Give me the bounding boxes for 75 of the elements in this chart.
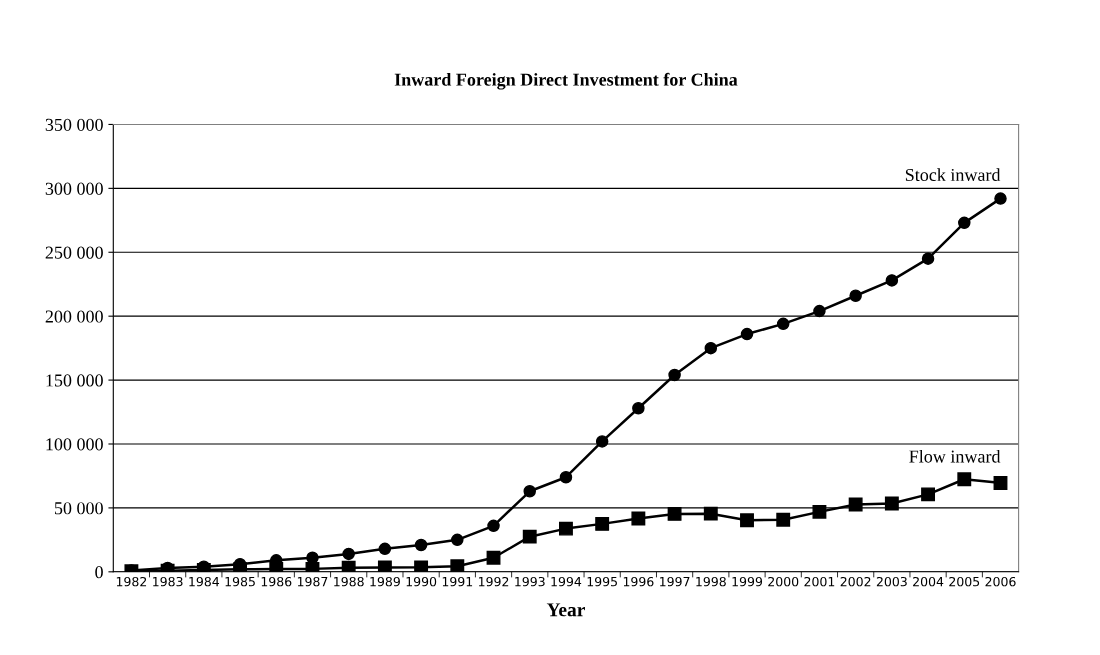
point	[776, 512, 791, 527]
point	[740, 327, 754, 341]
point	[849, 289, 862, 302]
x-tick-label: 1996	[623, 576, 654, 587]
x-tick-label: 2003	[876, 576, 907, 587]
point	[921, 487, 936, 502]
x-tick-label: 1986	[261, 576, 292, 587]
point	[451, 533, 464, 547]
x-axis-title: Year	[546, 603, 585, 617]
point	[885, 274, 899, 287]
point	[523, 485, 536, 498]
x-tick-label: 1998	[696, 576, 726, 587]
point	[414, 538, 428, 552]
x-tick-label: 1999	[732, 576, 763, 587]
point	[378, 542, 392, 556]
y-tick-label: 0	[95, 566, 103, 579]
point	[450, 559, 465, 572]
y-tick-label: 250 000	[45, 246, 103, 259]
x-tick-label: 2002	[840, 576, 871, 587]
y-tick-label: 150 000	[46, 374, 103, 387]
x-tick-label: 2000	[768, 576, 799, 587]
point	[559, 470, 573, 484]
y-tick-label: 100 000	[46, 438, 103, 451]
point	[487, 519, 500, 533]
point	[342, 547, 355, 561]
point	[812, 504, 827, 519]
x-tick-label: 1992	[478, 576, 509, 587]
point	[341, 560, 356, 572]
x-tick-label: 1990	[406, 576, 437, 587]
point	[703, 506, 718, 521]
y-tick-label: 50 000	[54, 502, 103, 515]
point	[884, 496, 899, 511]
x-tick-label: 1989	[370, 576, 400, 587]
point	[631, 511, 646, 526]
x-tick-label: 2004	[913, 576, 944, 587]
x-tick-label: 2005	[949, 576, 980, 587]
point	[595, 516, 610, 531]
point	[377, 560, 392, 572]
x-tick-label: 1988	[334, 576, 364, 587]
point	[486, 550, 501, 565]
x-tick-label: 1985	[225, 576, 255, 587]
point	[559, 521, 573, 536]
point	[595, 435, 609, 448]
x-tick-label: 1993	[515, 576, 545, 587]
chart-title: Inward Foreign Direct Investment for China	[394, 72, 738, 90]
point	[994, 192, 1007, 205]
point	[668, 368, 681, 382]
x-tick-label: 1995	[587, 576, 617, 587]
x-tick-label: 2006	[985, 576, 1016, 587]
series-label: Flow inward	[909, 449, 1001, 463]
point	[740, 513, 754, 528]
point	[776, 317, 790, 331]
point	[632, 401, 645, 415]
x-tick-label: 1991	[442, 576, 473, 587]
y-tick-label: 200 000	[45, 310, 103, 323]
x-tick-label: 2001	[804, 576, 835, 587]
x-tick-label: 1982	[116, 576, 147, 587]
point	[958, 216, 971, 230]
x-tick-label: 1997	[660, 576, 690, 587]
series-label: Stock inward	[905, 168, 1001, 182]
x-tick-label: 1983	[153, 576, 183, 587]
point	[993, 476, 1008, 490]
x-tick-label: 1984	[189, 576, 220, 587]
point	[921, 252, 935, 265]
point	[667, 506, 682, 521]
y-tick-label: 350 000	[45, 118, 103, 131]
y-tick-label: 300 000	[45, 182, 103, 195]
point	[704, 341, 718, 355]
point	[848, 497, 863, 512]
x-tick-label: 1987	[297, 576, 328, 587]
point	[813, 304, 826, 318]
point	[522, 529, 537, 544]
point	[414, 560, 429, 572]
point	[957, 472, 972, 487]
x-tick-label: 1994	[551, 576, 582, 587]
